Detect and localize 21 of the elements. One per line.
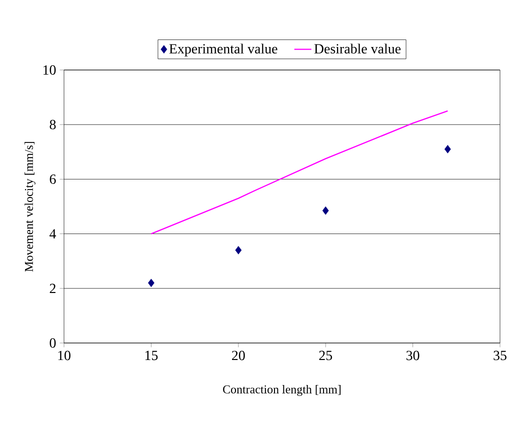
point [235, 246, 242, 254]
y-tick-label: 10 [44, 65, 56, 75]
y-tick-label: 8 [50, 120, 56, 130]
x-tick-label: 30 [406, 350, 420, 360]
x-tick-label: 35 [494, 350, 506, 360]
point [444, 144, 451, 154]
line-series [150, 110, 448, 234]
y-tick-label: 0 [50, 338, 56, 348]
legend-label: Desirable value [314, 44, 401, 54]
y-tick-label: 6 [50, 174, 56, 184]
y-tick-label: 4 [50, 229, 56, 238]
y-axis-title: Movement velocity [mm/s] [24, 142, 36, 272]
point [148, 278, 154, 288]
x-tick-label: 20 [232, 350, 245, 360]
legend-label: Experimental value [169, 44, 278, 56]
y-tick-label: 2 [50, 284, 56, 294]
x-tick-label: 10 [58, 350, 70, 360]
x-tick-label: 25 [319, 350, 332, 360]
x-axis-title: Contraction length [mm] [223, 385, 341, 396]
x-tick-label: 15 [145, 350, 158, 360]
point [322, 206, 329, 215]
